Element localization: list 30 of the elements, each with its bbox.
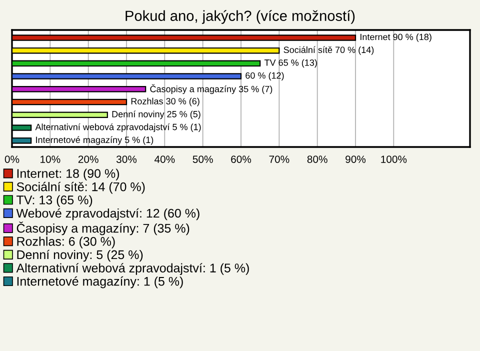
x-tick-label: 100%	[381, 156, 407, 163]
data-label: Sociální sítě 70 % (14)	[284, 46, 374, 55]
legend-label: Časopisy a magazíny: 7 (35 %)	[16, 222, 190, 236]
legend-label: Sociální sítě: 14 (70 %)	[16, 182, 145, 194]
data-label: Denní noviny 25 % (5)	[112, 110, 200, 120]
legend-label: Internet: 18 (90 %)	[17, 168, 119, 180]
data-label: TV 65 % (13)	[264, 59, 317, 68]
x-tick-label: 20%	[78, 156, 98, 163]
legend-label: Webové zpravodajství: 12 (60 %)	[16, 208, 200, 220]
x-tick-label: 70%	[269, 156, 290, 163]
x-tick-label: 10%	[40, 156, 60, 163]
chart-title: Pokud ano, jakých? (více možností)	[126, 10, 355, 24]
x-tick-label: 80%	[307, 156, 328, 163]
x-tick-label: 30%	[116, 156, 137, 163]
data-label: Rozhlas 30 % (6)	[131, 98, 200, 106]
legend-label: Rozhlas: 6 (30 %)	[17, 236, 115, 248]
x-tick-label: 40%	[154, 156, 175, 163]
data-label: Alternativní webová zpravodajství 5 % (1)	[35, 123, 201, 132]
legend-label: TV: 13 (65 %)	[16, 195, 92, 207]
legend-label: Denní noviny: 5 (25 %)	[17, 250, 143, 262]
x-tick-label: 50%	[192, 156, 213, 163]
data-label: Časopisy a magazíny 35 % (7)	[150, 84, 272, 94]
data-label: 60 % (12)	[246, 72, 284, 80]
legend-label: Internetové magazíny: 1 (5 %)	[17, 276, 183, 288]
data-label: Internetové magazíny 5 % (1)	[36, 136, 154, 145]
x-tick-label: 90%	[346, 156, 366, 163]
x-tick-label: 0%	[4, 156, 20, 163]
legend-label: Alternativní webová zpravodajství: 1 (5 %)	[16, 263, 249, 275]
data-label: Internet 90 % (18)	[360, 34, 432, 42]
x-tick-label: 60%	[231, 156, 252, 163]
